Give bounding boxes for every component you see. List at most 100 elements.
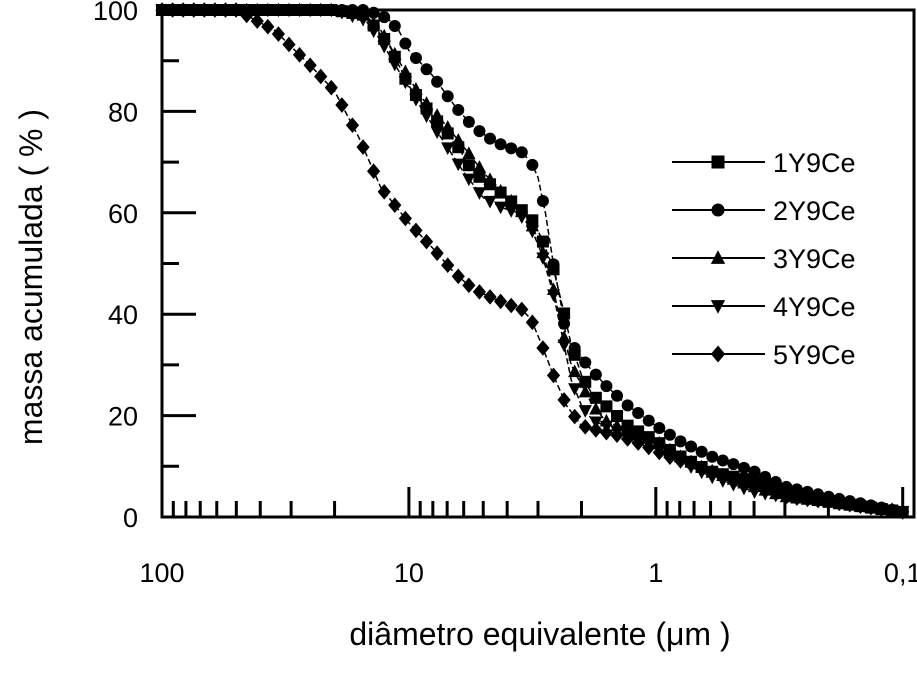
data-point — [568, 364, 582, 378]
legend-item: 3Y9Ce — [672, 244, 856, 274]
data-point — [853, 498, 867, 514]
data-point — [472, 187, 487, 200]
data-point — [494, 183, 508, 197]
x-tick-label: 10 — [394, 558, 424, 588]
data-point — [451, 158, 465, 172]
data-point — [377, 28, 391, 42]
data-point — [864, 499, 878, 516]
data-point — [525, 225, 539, 239]
data-point — [536, 252, 550, 266]
data-point — [388, 58, 402, 72]
legend-label: 1Y9Ce — [773, 148, 856, 178]
data-point — [388, 197, 402, 213]
data-point — [335, 97, 349, 113]
data-point — [430, 126, 444, 139]
y-tick-label: 40 — [108, 300, 138, 330]
data-point — [758, 482, 772, 499]
data-point — [832, 495, 846, 512]
data-point — [557, 392, 571, 408]
data-point — [790, 490, 804, 506]
y-tick-label: 60 — [108, 199, 138, 229]
data-point — [292, 4, 307, 18]
data-point — [568, 408, 582, 425]
x-tick-label: 100 — [139, 558, 184, 588]
data-point — [558, 307, 571, 320]
data-point — [324, 79, 338, 96]
data-point — [483, 172, 497, 186]
data-point — [441, 120, 455, 133]
data-point — [663, 428, 676, 441]
data-point — [579, 356, 592, 369]
data-point — [345, 117, 360, 134]
data-point — [282, 36, 296, 53]
data-point — [504, 205, 518, 218]
data-point — [419, 233, 434, 250]
data-point — [377, 183, 391, 200]
data-point — [632, 407, 645, 420]
data-point — [462, 173, 476, 187]
data-point — [695, 445, 708, 458]
data-point — [473, 125, 486, 138]
data-point — [600, 380, 613, 393]
data-point — [769, 476, 782, 489]
data-point — [292, 47, 307, 63]
data-point — [430, 245, 444, 261]
data-point — [525, 314, 539, 331]
data-point — [155, 2, 169, 18]
data-point — [620, 431, 635, 447]
data-point — [176, 2, 190, 18]
data-point — [451, 268, 465, 285]
data-point — [674, 435, 687, 448]
data-point — [589, 391, 602, 404]
data-point — [187, 2, 201, 18]
data-point — [578, 384, 592, 398]
data-point — [282, 4, 296, 18]
data-point — [398, 64, 412, 78]
data-point — [356, 13, 370, 27]
data-point — [462, 277, 476, 294]
data-point — [642, 439, 656, 456]
y-tick-label: 100 — [93, 0, 138, 26]
legend-marker — [711, 203, 725, 217]
legend-label: 2Y9Ce — [773, 196, 856, 226]
data-point — [208, 2, 222, 18]
legend-marker — [710, 250, 726, 264]
data-point — [240, 7, 254, 24]
data-point — [229, 2, 243, 18]
data-point — [441, 142, 455, 155]
y-tick-label: 20 — [108, 402, 138, 432]
data-point — [885, 502, 899, 519]
data-point — [345, 10, 360, 24]
data-point — [800, 491, 815, 508]
data-point — [747, 478, 762, 495]
data-point — [737, 475, 751, 491]
data-point — [367, 163, 381, 179]
data-point — [419, 110, 434, 124]
data-point — [642, 414, 655, 427]
data-point — [652, 444, 666, 461]
data-point — [663, 449, 677, 465]
data-point — [441, 90, 454, 103]
x-axis-title: diâmetro equivalente (μm ) — [349, 616, 730, 652]
data-point — [430, 108, 444, 121]
data-point — [271, 4, 285, 18]
data-point — [441, 257, 455, 274]
data-point — [409, 81, 423, 95]
data-point — [599, 424, 614, 441]
data-point — [483, 195, 497, 209]
data-point — [579, 375, 592, 388]
legend-label: 3Y9Ce — [773, 244, 856, 274]
legend-item: 2Y9Ce — [672, 196, 856, 226]
data-point — [769, 485, 783, 502]
data-point — [589, 368, 602, 381]
data-point — [398, 210, 412, 227]
data-point — [504, 193, 518, 207]
legend-marker — [710, 345, 726, 363]
data-point — [515, 211, 529, 224]
data-point — [377, 40, 391, 54]
data-point — [250, 4, 264, 18]
data-point — [165, 2, 180, 18]
data-point — [367, 6, 380, 19]
data-point — [673, 453, 688, 469]
data-point — [611, 410, 624, 423]
